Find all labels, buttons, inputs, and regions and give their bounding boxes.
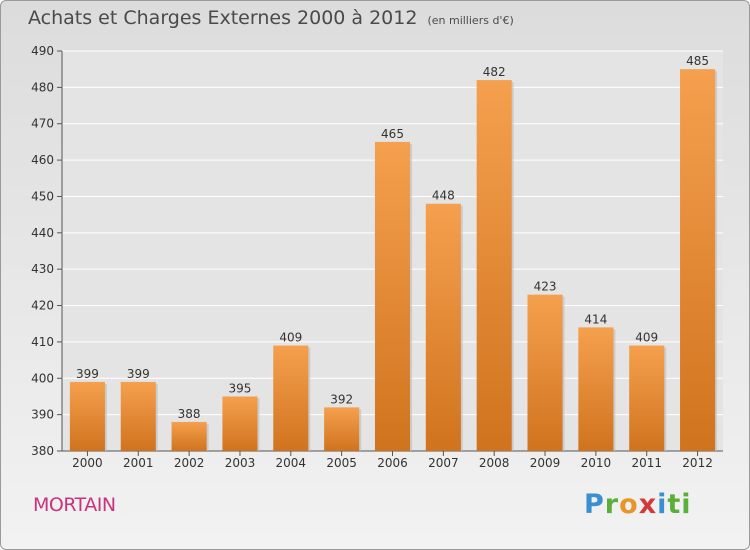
logo-letter: r	[604, 489, 620, 520]
y-tick-label: 430	[31, 262, 54, 276]
bar-2010	[578, 327, 614, 451]
logo-letter: P	[584, 489, 605, 520]
bar-2004	[273, 345, 309, 451]
value-label: 399	[127, 367, 150, 381]
y-tick-label: 410	[31, 335, 54, 349]
value-label: 465	[381, 127, 404, 141]
city-name: MORTAIN	[33, 494, 116, 516]
y-tick-label: 460	[31, 153, 54, 167]
value-label: 388	[178, 407, 201, 421]
x-tick-label: 2003	[225, 456, 256, 470]
x-tick-label: 2004	[276, 456, 307, 470]
chart-title-text: Achats et Charges Externes 2000 à 2012	[28, 7, 418, 29]
x-tick-label: 2005	[326, 456, 357, 470]
bar-2002	[171, 421, 207, 451]
bar-2008	[476, 80, 512, 451]
y-tick-label: 470	[31, 117, 54, 131]
bar-2003	[222, 396, 258, 451]
value-label: 409	[635, 331, 658, 345]
x-tick-label: 2007	[428, 456, 459, 470]
y-tick-label: 420	[31, 299, 54, 313]
value-label: 448	[432, 189, 455, 203]
y-tick-label: 400	[31, 371, 54, 385]
y-tick-label: 490	[31, 44, 54, 58]
bars	[69, 69, 718, 451]
bar-2009	[527, 294, 563, 451]
value-label: 392	[330, 392, 353, 406]
value-label: 485	[686, 54, 709, 68]
logo-letter: x	[638, 489, 658, 520]
value-label: 399	[76, 367, 99, 381]
x-tick-label: 2010	[581, 456, 612, 470]
value-label: 409	[279, 331, 302, 345]
x-tick-label: 2000	[72, 456, 103, 470]
chart-title: Achats et Charges Externes 2000 à 2012 (e…	[28, 7, 514, 29]
bar-2006	[374, 141, 411, 451]
value-label: 395	[229, 381, 252, 395]
chart-subtitle: (en milliers d'€)	[427, 14, 514, 27]
value-label: 414	[584, 312, 607, 326]
bar-2000	[69, 381, 105, 451]
bar-2007	[425, 203, 461, 451]
x-tick-label: 2001	[123, 456, 154, 470]
y-tick-label: 450	[31, 189, 54, 203]
y-tick-label: 390	[31, 408, 54, 422]
y-tick-label: 440	[31, 226, 54, 240]
x-tick-label: 2002	[174, 456, 205, 470]
bar-2011	[629, 345, 665, 451]
logo-letter: ti	[667, 489, 692, 520]
value-label: 423	[534, 280, 557, 294]
x-tick-label: 2008	[479, 456, 510, 470]
y-tick-label: 480	[31, 80, 54, 94]
bar-2005	[324, 407, 360, 451]
bar-2001	[120, 381, 156, 451]
proxiti-logo[interactable]: Proxiti	[584, 489, 692, 520]
logo-letter: o	[619, 489, 639, 520]
x-tick-label: 2009	[530, 456, 561, 470]
x-tick-label: 2012	[682, 456, 713, 470]
x-tick-label: 2011	[631, 456, 662, 470]
value-label: 482	[483, 65, 506, 79]
x-tick-label: 2006	[377, 456, 408, 470]
y-tick-label: 380	[31, 444, 54, 458]
logo-letter: i	[657, 489, 668, 520]
labels: 380 390 400 410 420 430 440 450 460 470 480 490 399 2…	[31, 44, 713, 470]
bar-2012	[680, 69, 716, 451]
